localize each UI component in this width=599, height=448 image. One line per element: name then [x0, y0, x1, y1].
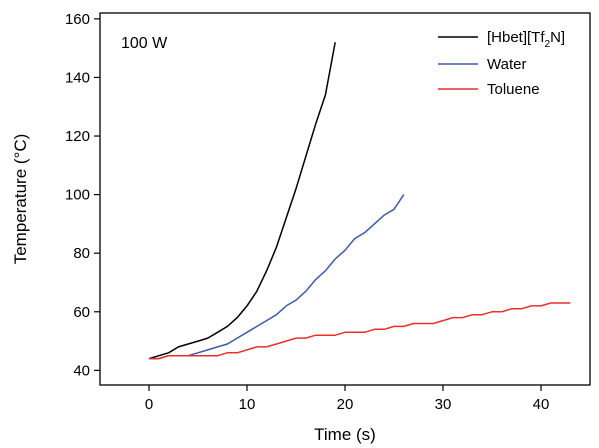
y-tick-label: 100 [65, 187, 90, 204]
x-tick-label: 40 [533, 396, 550, 413]
annotation-label: 100 W [121, 35, 168, 52]
legend: [Hbet][Tf2N] Water Toluene [438, 29, 565, 98]
x-axis-title: Time (s) [314, 425, 376, 444]
legend-label-hbet-sub: 2 [545, 39, 551, 50]
y-tick-label: 80 [73, 245, 90, 262]
legend-label-water: Water [487, 56, 526, 73]
x-tick-label: 10 [239, 396, 256, 413]
y-tick-label: 40 [73, 362, 90, 379]
series-line-hbet [148, 42, 336, 360]
legend-label-toluene: Toluene [487, 81, 540, 98]
x-tick-label: 20 [337, 396, 354, 413]
y-tick-label: 140 [65, 69, 90, 86]
legend-label-hbet-main: [Hbet][Tf [487, 29, 545, 46]
x-tick-label: 30 [435, 396, 452, 413]
y-axis-title: Temperature (°C) [11, 134, 30, 265]
series-line-toluene [149, 302, 571, 360]
tick-layer: 0 10 20 30 40 40 60 80 100 120 140 160 [65, 11, 549, 413]
x-tick-label: 0 [145, 396, 153, 413]
series-layer [148, 42, 571, 360]
legend-label-hbet: [Hbet][Tf2N] [487, 29, 565, 50]
legend-label-hbet-tail: N] [550, 29, 565, 46]
series-line-water [149, 194, 405, 360]
y-tick-label: 60 [73, 304, 90, 321]
y-tick-label: 120 [65, 128, 90, 145]
y-tick-label: 160 [65, 11, 90, 28]
